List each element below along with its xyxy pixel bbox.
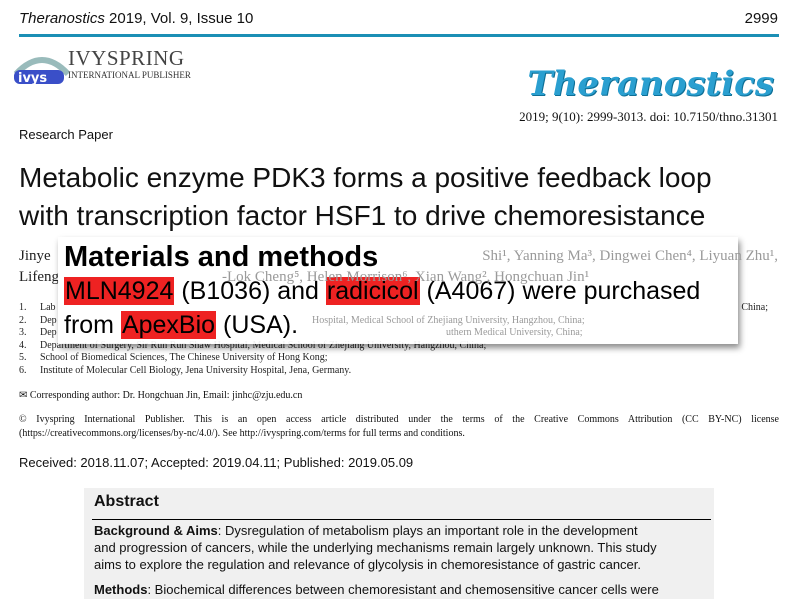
page-number: 2999 [744,10,778,27]
journal-name: Theranostics [19,10,105,27]
publication-dates: Received: 2018.11.07; Accepted: 2019.04.… [19,455,414,470]
abstract-background-line: and progression of cancers, while the un… [94,540,657,555]
authors-line-2-start: Lifeng [19,269,59,285]
issue-info: 2019, Vol. 9, Issue 10 [109,10,254,27]
highlight-popup: Materials and methods MLN4924 (B1036) an… [58,237,738,344]
affiliation-number: 5. [19,352,27,363]
affiliation-text: Dep [40,327,57,338]
affiliation-number: 2. [19,315,27,326]
authors-line-1-start: Jinye [19,248,51,264]
running-header: Theranostics 2019, Vol. 9, Issue 10 [19,10,253,27]
abstract-methods-line: Methods: Biochemical differences between… [94,582,659,597]
title-line-2: with transcription factor HSF1 to drive … [19,200,706,231]
svg-text:ivys: ivys [18,71,47,86]
ivyspring-logo-icon: ivys [13,57,71,86]
affiliation-text: China; [741,302,768,313]
citation: 2019; 9(10): 2999-3013. doi: 10.7150/thn… [519,109,778,124]
methods-label: Methods [94,582,148,597]
affiliation-text: Institute of Molecular Cell Biology, Jen… [40,365,352,376]
affiliation-number: 3. [19,327,27,338]
license-line-2: (https://creativecommons.org/licenses/by… [19,428,465,439]
text: (USA). [216,311,299,339]
article-type: Research Paper [19,127,113,142]
text: : Biochemical differences between chemor… [147,582,659,597]
affiliation-text: Department of Surgery, Sir Run Run Shaw … [40,340,487,351]
abstract-background-line: aims to explore the regulation and relev… [94,557,642,572]
header-rule [19,34,779,37]
popup-line-1: MLN4924 (B1036) and radicicol (A4067) we… [64,277,700,306]
journal-logo: Theranostics [527,64,774,104]
affiliation-text: Dep [40,315,57,326]
affiliation-text: uthern Medical University, China; [446,327,583,338]
title-line-1: Metabolic enzyme PDK3 forms a positive f… [19,162,712,193]
highlight-mln4924: MLN4924 [64,277,175,305]
affiliation-text: School of Biomedical Sciences, The Chine… [40,352,328,363]
affiliation-text: Lab [40,302,56,313]
background-label: Background & Aims [94,523,218,538]
popup-title: Materials and methods [64,241,379,273]
authors-line-1-end: Shi¹, Yanning Ma³, Dingwei Chen⁴, Liyuan… [482,248,778,264]
text: (B1036) and [174,277,326,305]
affiliation-number: 6. [19,365,27,376]
abstract-box [84,488,714,599]
popup-line-2: from ApexBio (USA). [64,311,298,340]
abstract-rule [92,519,711,520]
highlight-radicicol: radicicol [325,277,420,305]
license-line-1: © Ivyspring International Publisher. Thi… [19,414,779,425]
text: from [64,311,121,339]
abstract-heading: Abstract [94,493,159,510]
abstract-background-line: Background & Aims: Dysregulation of meta… [94,523,638,538]
affiliation-number: 1. [19,302,27,313]
authors-line-2-end: -Lok Cheng⁵, Helen Morrison⁶, Xian Wang²… [222,269,590,285]
affiliation-number: 4. [19,340,27,351]
text: (A4067) were purchased [419,277,701,305]
affiliation-text: Hospital, Medical School of Zhejiang Uni… [312,315,585,326]
highlight-apexbio: ApexBio [120,311,217,339]
text: : Dysregulation of metabolism plays an i… [217,523,638,538]
publisher-name: IVYSPRING [68,46,185,70]
corresponding-author: ✉ Corresponding author: Dr. Hongchuan Ji… [19,390,303,401]
publisher-subtitle: INTERNATIONAL PUBLISHER [68,70,191,80]
